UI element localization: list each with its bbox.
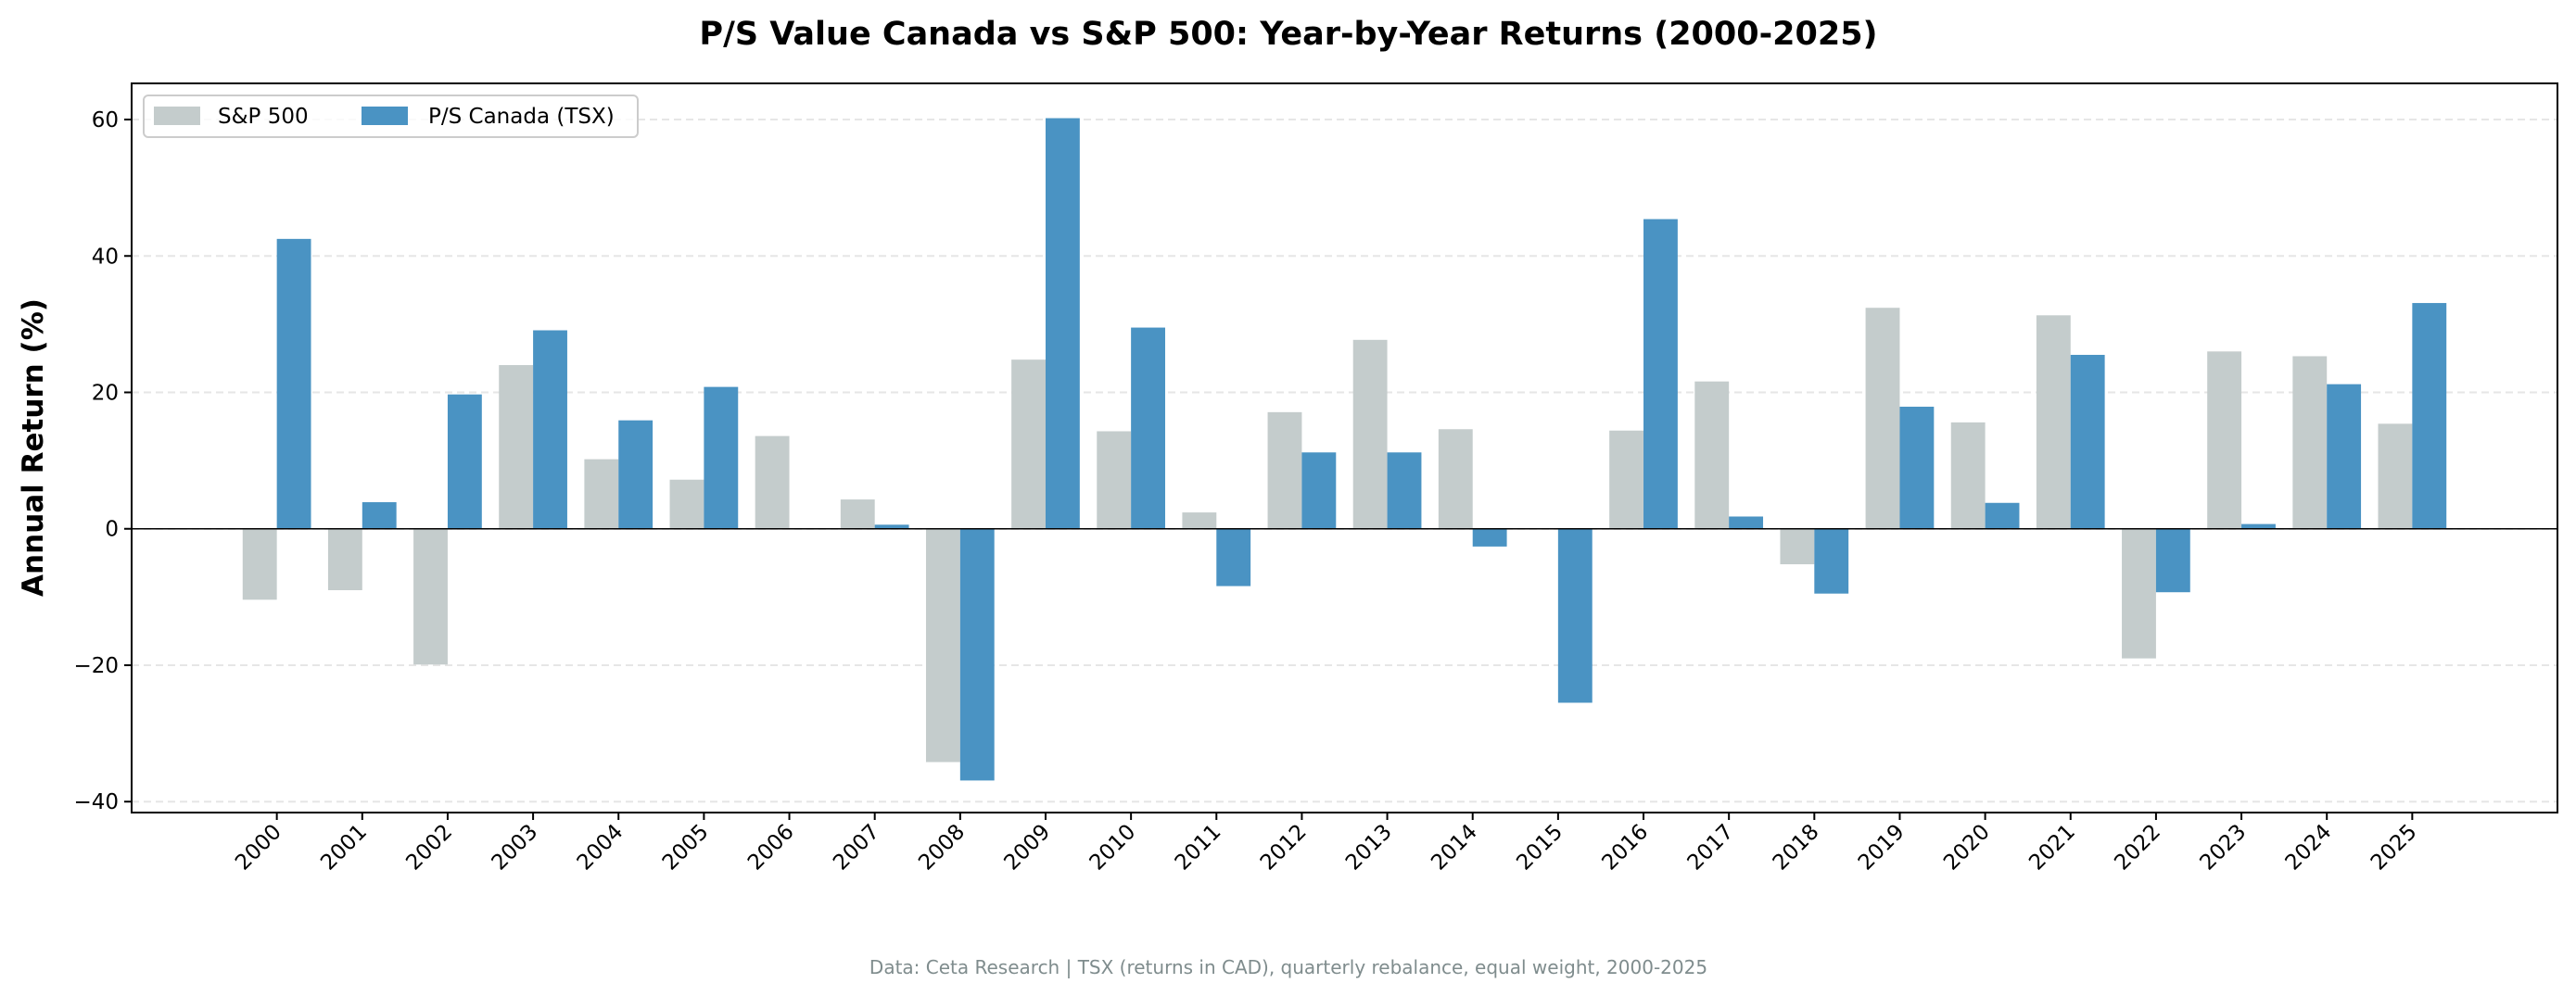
x-tick-label: 2012	[1256, 820, 1312, 876]
bar-sp500-2025	[2378, 423, 2413, 529]
chart-title: P/S Value Canada vs S&P 500: Year-by-Yea…	[699, 16, 1877, 53]
bar-ps-canada-2009	[1045, 118, 1080, 529]
bar-sp500-2017	[1694, 381, 1730, 529]
x-tick-label: 2022	[2110, 820, 2165, 876]
legend-label-sp500: S&P 500	[218, 105, 309, 129]
bar-ps-canada-2016	[1643, 219, 1678, 529]
x-tick-label: 2004	[573, 820, 628, 876]
x-tick-label: 2023	[2196, 820, 2252, 876]
x-tick-label: 2015	[1512, 820, 1567, 876]
x-tick-label: 2025	[2367, 820, 2422, 876]
bar-ps-canada-2020	[1985, 502, 2020, 529]
bar-sp500-2011	[1182, 512, 1217, 529]
x-tick-label: 2017	[1683, 820, 1739, 876]
legend-label-ps-canada: P/S Canada (TSX)	[428, 105, 615, 129]
x-tick-label: 2005	[658, 820, 714, 876]
bar-sp500-2021	[2036, 315, 2071, 529]
y-tick-label: −40	[73, 790, 119, 814]
bar-ps-canada-2013	[1387, 452, 1422, 529]
bar-sp500-2019	[1865, 308, 1900, 529]
bar-ps-canada-2005	[704, 386, 739, 529]
x-axis: 2000 2001 2002 2003 2004 2005 2006 2007 2008 2009…	[231, 813, 2422, 876]
bar-sp500-2000	[242, 528, 277, 600]
bar-sp500-2020	[1950, 422, 1986, 529]
y-tick-label: 40	[92, 245, 119, 269]
x-tick-label: 2009	[999, 820, 1055, 876]
y-tick-label: 0	[105, 518, 119, 542]
bar-ps-canada-2014	[1472, 528, 1507, 547]
x-tick-label: 2018	[1769, 820, 1824, 876]
legend-swatch-sp500	[154, 107, 200, 125]
x-tick-label: 2007	[829, 820, 884, 876]
bar-sp500-2005	[669, 479, 704, 529]
x-tick-label: 2019	[1854, 820, 1910, 876]
bar-ps-canada-2015	[1557, 528, 1593, 703]
bar-ps-canada-2017	[1729, 516, 1764, 529]
bar-ps-canada-2008	[959, 528, 995, 781]
x-tick-label: 2008	[914, 820, 970, 876]
bar-ps-canada-2021	[2070, 355, 2105, 529]
x-tick-label: 2006	[743, 820, 799, 876]
legend-swatch-ps-canada	[362, 107, 408, 125]
y-axis-label: Annual Return (%)	[17, 298, 50, 597]
bar-sp500-2003	[499, 365, 534, 529]
legend: S&P 500 P/S Canada (TSX)	[143, 95, 639, 138]
bar-ps-canada-2000	[276, 238, 311, 529]
plot-frame	[131, 82, 2558, 813]
bar-sp500-2023	[2207, 351, 2242, 529]
bar-ps-canada-2022	[2155, 528, 2190, 593]
bar-ps-canada-2023	[2241, 523, 2276, 529]
y-axis: −40 −20 0 20 40 60	[73, 108, 132, 814]
bar-sp500-2007	[840, 499, 875, 529]
bar-ps-canada-2019	[1899, 406, 1935, 529]
x-tick-label: 2010	[1085, 820, 1141, 876]
bar-ps-canada-2018	[1814, 528, 1849, 594]
bar-sp500-2004	[584, 459, 619, 529]
bar-sp500-2022	[2122, 528, 2156, 659]
bar-ps-canada-2003	[533, 330, 567, 529]
bar-sp500-2024	[2292, 356, 2328, 529]
x-tick-label: 2020	[1939, 820, 1995, 876]
x-tick-label: 2011	[1171, 820, 1226, 876]
x-tick-label: 2013	[1341, 820, 1397, 876]
bar-sp500-2014	[1438, 429, 1473, 529]
footnote: Data: Ceta Research | TSX (returns in CA…	[869, 956, 1707, 978]
bar-sp500-2018	[1780, 528, 1815, 565]
bar-ps-canada-2012	[1301, 452, 1337, 529]
bar-ps-canada-2011	[1216, 528, 1251, 586]
bar-sp500-2012	[1267, 411, 1302, 529]
bar-sp500-2009	[1011, 359, 1046, 529]
bar-ps-canada-2004	[618, 420, 654, 529]
y-tick-label: −20	[73, 654, 119, 678]
bar-sp500-2002	[413, 528, 448, 665]
bar-sp500-2001	[327, 528, 362, 590]
bar-ps-canada-2007	[874, 524, 909, 529]
x-tick-label: 2001	[316, 820, 372, 876]
x-tick-label: 2000	[231, 820, 286, 876]
x-tick-label: 2024	[2281, 820, 2337, 876]
y-tick-label: 60	[92, 108, 119, 132]
bar-sp500-2008	[925, 528, 960, 763]
bar-sp500-2010	[1097, 431, 1132, 529]
bar-ps-canada-2002	[447, 394, 482, 529]
x-tick-label: 2014	[1427, 820, 1482, 876]
bar-sp500-2016	[1609, 430, 1644, 529]
y-tick-label: 20	[92, 381, 119, 405]
bar-sp500-2013	[1352, 339, 1388, 529]
x-tick-label: 2016	[1597, 820, 1653, 876]
grid-lines	[132, 119, 2557, 803]
x-tick-label: 2003	[488, 820, 543, 876]
bar-sp500-2006	[755, 435, 790, 529]
x-tick-label: 2021	[2024, 820, 2080, 876]
x-tick-label: 2002	[401, 820, 457, 876]
bars	[242, 118, 2447, 781]
bar-ps-canada-2001	[362, 502, 397, 529]
bar-ps-canada-2025	[2412, 303, 2447, 529]
bar-ps-canada-2024	[2327, 384, 2362, 529]
bar-ps-canada-2010	[1131, 327, 1165, 529]
